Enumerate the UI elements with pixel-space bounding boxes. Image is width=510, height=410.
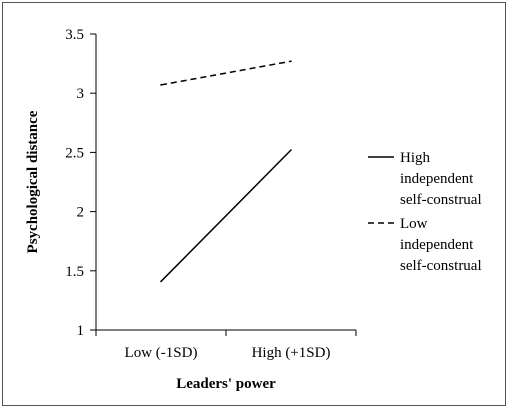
x-axis-title: Leaders' power [176,376,276,392]
legend: High independent self-construal Low independ… [368,150,482,274]
y-ticks: 1 1.5 2 2.5 3 3.5 [65,27,96,339]
y-tick-label: 3 [77,86,85,102]
x-ticks: Low (-1SD) High (+1SD) [95,330,357,361]
series-line-low-independent [160,60,292,86]
chart-frame [2,2,506,406]
legend-label: independent [400,237,474,253]
data-point [160,280,162,283]
legend-label: self-construal [400,192,482,208]
data-point [160,84,162,86]
legend-label: independent [400,171,474,187]
data-point [290,60,292,63]
y-tick-label: 2 [77,205,85,221]
y-tick-label: 1.5 [65,264,84,280]
series-line-high-independent [160,149,292,282]
axes [95,34,356,331]
legend-label: self-construal [400,258,482,274]
y-axis-title: Psychological distance [25,110,41,253]
x-tick-label: Low (-1SD) [125,345,198,361]
data-point [290,149,292,151]
legend-label: Low [400,216,428,232]
series-lines [160,60,292,283]
x-tick-label: High (+1SD) [252,345,331,361]
y-tick-label: 2.5 [65,145,84,161]
legend-label: High [400,150,431,166]
y-tick-label: 3.5 [65,27,84,43]
y-tick-label: 1 [77,323,85,339]
